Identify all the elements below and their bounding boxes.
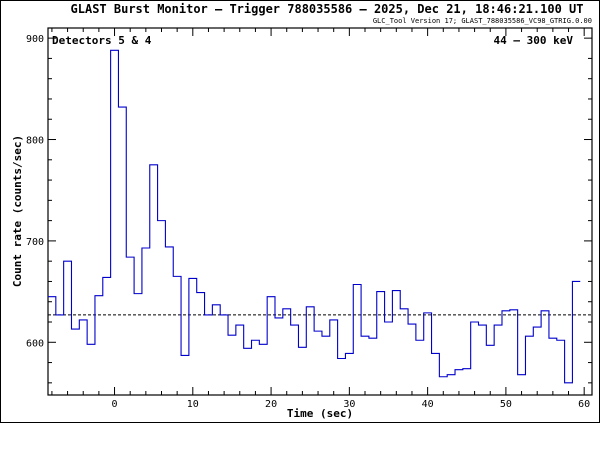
x-tick-label: 10 (187, 399, 199, 410)
plot-area: 0 10 20 30 40 50 60 600 700 800 900 (26, 27, 593, 410)
chart-title: GLAST Burst Monitor – Trigger 788035586 … (71, 2, 584, 16)
axis-ticks (48, 28, 592, 395)
x-tick-label: 0 (112, 399, 118, 410)
y-tick-label: 800 (26, 136, 44, 147)
detector-annotation: Detectors 5 & 4 (52, 34, 152, 47)
y-axis-label: Count rate (counts/sec) (11, 135, 24, 287)
axis-tick-labels: 0 10 20 30 40 50 60 600 700 800 900 (26, 34, 590, 410)
y-tick-label: 900 (26, 34, 44, 45)
plot-frame (47, 27, 593, 396)
chart-subtitle: GLC_Tool Version 17; GLAST_788035586_VC9… (373, 17, 592, 25)
lightcurve-series (48, 49, 581, 384)
x-tick-label: 60 (578, 399, 590, 410)
x-tick-label: 40 (422, 399, 434, 410)
x-tick-label: 30 (343, 399, 355, 410)
x-tick-label: 20 (265, 399, 277, 410)
x-axis-label: Time (sec) (287, 407, 353, 420)
x-tick-label: 50 (500, 399, 512, 410)
y-tick-label: 600 (26, 338, 44, 349)
energy-band-annotation: 44 – 300 keV (494, 34, 574, 47)
y-tick-label: 700 (26, 237, 44, 248)
